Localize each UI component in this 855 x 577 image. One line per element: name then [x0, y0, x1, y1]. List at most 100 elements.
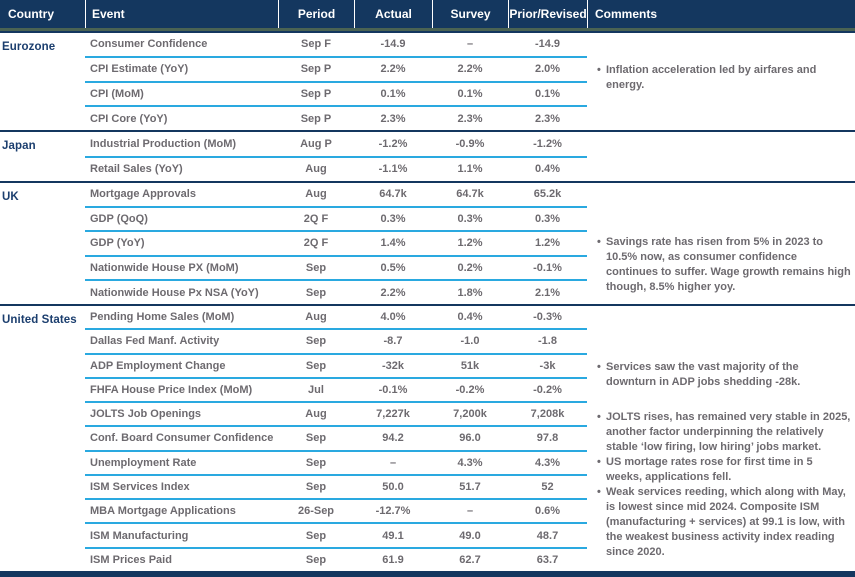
actual-cell: 49.1: [382, 529, 404, 542]
column-header-comments: Comments: [587, 0, 855, 28]
comments-cell: • Services saw the vast majority of the d…: [587, 306, 855, 571]
event-cell: CPI Core (YoY): [90, 112, 168, 125]
comment-text: Services saw the vast majority of the do…: [606, 361, 801, 388]
table-body: Eurozone Consumer Confidence Sep F -14.9 – -1…: [0, 33, 855, 571]
period-cell: 2Q F: [303, 237, 329, 250]
event-cell: Nationwide House Px NSA (YoY): [90, 286, 259, 299]
table-row: CPI Core (YoY) Sep P 2.3% 2.3% 2.3%: [85, 105, 587, 130]
table-row: Dallas Fed Manf. Activity Sep -8.7 -1.0 -1.8: [85, 328, 587, 352]
survey-cell: 51.7: [459, 480, 481, 493]
comment-item: • Savings rate has risen from 5% in 2023 …: [597, 235, 851, 295]
prior-revised-cell: 63.7: [536, 553, 559, 566]
prior-revised-cell: -3k: [539, 359, 556, 372]
survey-cell: 4.3%: [457, 456, 483, 469]
actual-cell: 0.3%: [380, 212, 406, 225]
period-cell: Aug P: [300, 137, 332, 150]
period-cell: Sep: [305, 359, 327, 372]
prior-revised-cell: 0.3%: [534, 212, 561, 225]
bullet-icon: •: [597, 236, 601, 248]
comment-text: Inflation acceleration led by airfares a…: [606, 64, 817, 91]
header-divider-line: [0, 31, 855, 33]
section-eurozone: Eurozone Consumer Confidence Sep F -14.9 – -1…: [0, 33, 855, 132]
prior-revised-cell: 0.6%: [534, 505, 561, 518]
period-cell: Aug: [305, 163, 327, 176]
prior-revised-cell: 2.0%: [534, 63, 561, 76]
prior-revised-cell: 48.7: [536, 529, 559, 542]
prior-revised-cell: 0.1%: [534, 87, 561, 100]
prior-revised-cell: -14.9: [534, 38, 561, 51]
comments-cell: [587, 132, 855, 181]
period-cell: Jul: [308, 383, 324, 396]
period-cell: Aug: [305, 311, 327, 324]
column-header-period: Period: [278, 0, 354, 28]
prior-revised-cell: 52: [541, 480, 554, 493]
actual-cell: -14.9: [380, 38, 406, 51]
event-cell: Mortgage Approvals: [90, 188, 196, 201]
bullet-icon: •: [597, 411, 601, 423]
survey-cell: 1.8%: [457, 286, 483, 299]
comment-item: • Inflation acceleration led by airfares …: [597, 63, 851, 93]
table-row: Retail Sales (YoY) Aug -1.1% 1.1% 0.4%: [85, 155, 587, 182]
country-label: Japan: [2, 140, 36, 152]
actual-cell: -8.7: [383, 335, 403, 348]
table-row: GDP (YoY) 2Q F 1.4% 1.2% 1.2%: [85, 230, 587, 255]
section-united-states: United States Pending Home Sales (MoM) Aug…: [0, 306, 855, 571]
prior-revised-cell: 4.3%: [534, 456, 561, 469]
table-row: CPI (MoM) Sep P 0.1% 0.1% 0.1%: [85, 80, 587, 106]
prior-revised-cell: 7,208k: [530, 408, 565, 421]
table-row: ISM Services Index Sep 50.0 51.7 52: [85, 473, 587, 498]
event-cell: CPI Estimate (YoY): [90, 63, 189, 76]
event-cell: Pending Home Sales (MoM): [90, 311, 235, 324]
event-cell: ADP Employment Change: [90, 359, 226, 372]
event-cell: Conf. Board Consumer Confidence: [90, 432, 274, 445]
table-row: MBA Mortgage Applications 26-Sep -12.7% – 0.…: [85, 498, 587, 522]
column-header-country: Country: [8, 7, 54, 21]
country-label: Eurozone: [2, 41, 56, 53]
period-cell: Sep: [305, 286, 327, 299]
table-row: Pending Home Sales (MoM) Aug 4.0% 0.4% -0.3%: [85, 306, 587, 328]
prior-revised-cell: -1.8: [538, 335, 557, 348]
survey-cell: 49.0: [459, 529, 481, 542]
comment-text: JOLTS rises, has remained very stable in…: [606, 411, 851, 453]
period-cell: Sep: [305, 480, 327, 493]
prior-revised-cell: -1.2%: [533, 137, 562, 150]
survey-cell: 0.1%: [457, 87, 483, 100]
period-cell: Sep P: [300, 87, 332, 100]
comment-text: Weak services reeding, which along with …: [606, 486, 846, 558]
table-row: JOLTS Job Openings Aug 7,227k 7,200k 7,208k: [85, 401, 587, 425]
table-row: GDP (QoQ) 2Q F 0.3% 0.3% 0.3%: [85, 205, 587, 231]
prior-revised-cell: 2.1%: [534, 286, 561, 299]
event-cell: CPI (MoM): [90, 87, 144, 100]
event-cell: Consumer Confidence: [90, 38, 208, 51]
period-cell: Sep: [305, 432, 327, 445]
survey-cell: 0.3%: [457, 212, 483, 225]
period-cell: 26-Sep: [297, 505, 335, 518]
event-cell: FHFA House Price Index (MoM): [90, 383, 253, 396]
table-row: ISM Prices Paid Sep 61.9 62.7 63.7: [85, 546, 587, 571]
actual-cell: 61.9: [382, 553, 404, 566]
period-cell: Aug: [305, 188, 327, 201]
survey-cell: 0.2%: [457, 262, 483, 275]
survey-cell: 2.2%: [457, 63, 483, 76]
comment-item: • US mortage rates rose for first time in…: [597, 455, 851, 485]
survey-cell: 7,200k: [453, 408, 487, 421]
period-cell: Sep: [305, 456, 327, 469]
survey-cell: 1.2%: [457, 237, 483, 250]
survey-cell: 64.7k: [456, 188, 484, 201]
table-row: ISM Manufacturing Sep 49.1 49.0 48.7: [85, 522, 587, 546]
period-cell: Sep: [305, 529, 327, 542]
bullet-icon: •: [597, 64, 601, 76]
bullet-icon: •: [597, 456, 601, 468]
survey-cell: -0.2%: [455, 383, 485, 396]
period-cell: Sep P: [300, 63, 332, 76]
event-cell: Unemployment Rate: [90, 456, 197, 469]
comment-item: • Services saw the vast majority of the d…: [597, 360, 851, 390]
actual-cell: 4.0%: [380, 311, 406, 324]
event-cell: Dallas Fed Manf. Activity: [90, 335, 220, 348]
table-row: Mortgage Approvals Aug 64.7k 64.7k 65.2k: [85, 183, 587, 206]
event-rows: Industrial Production (MoM) Aug P -1.2% -0.…: [85, 132, 587, 181]
period-cell: 2Q F: [303, 212, 329, 225]
prior-revised-cell: 97.8: [536, 432, 559, 445]
period-cell: Sep F: [301, 38, 331, 51]
